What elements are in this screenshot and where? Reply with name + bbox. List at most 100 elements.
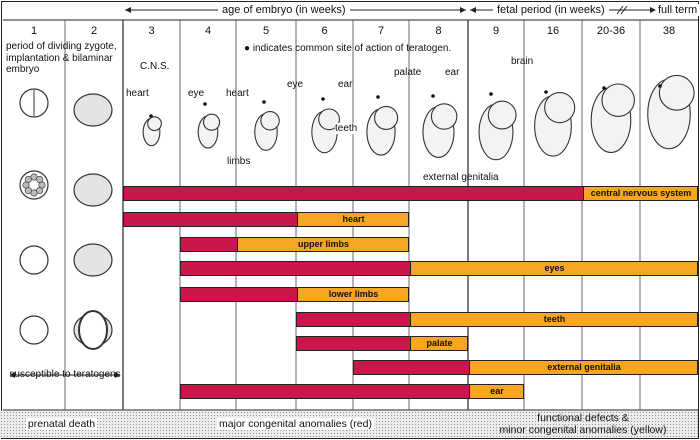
functional-line-2: minor congenital anomalies (yellow) [499,424,667,437]
label-eye-w4: eye [188,88,205,99]
label-cns: C.N.S. [140,61,170,72]
embryo-head-sketch [318,108,341,131]
embryo-head-sketch [487,100,517,130]
teratogen-site-dot [544,90,548,94]
break-mark-b [620,5,628,15]
bar-label: teeth [543,314,566,324]
label-heart-w3: heart [126,88,149,99]
embryo-head-sketch [203,113,221,131]
anomaly-bar: palate [296,336,468,351]
embryo-head-sketch [374,105,399,130]
susceptible-arrow-right [115,372,120,378]
week-number: 2 [90,25,98,37]
label-eye-w6: eye [287,79,304,90]
susceptible-label: susceptible to teratogens [9,369,121,380]
anomaly-bar: ear [180,384,524,399]
functional-line-1: functional defects & [537,412,629,424]
teratogen-site-dot [149,114,153,118]
blastocyst-sketch [19,245,49,275]
red-segment [124,187,583,200]
embryo-head-sketch [147,116,162,132]
yellow-segment [297,288,408,301]
week-number: 4 [204,25,212,37]
teratogen-site-dot [203,102,207,106]
label-brain: brain [511,56,534,67]
chorion-sketch [73,243,113,277]
susceptible-text: susceptible to teratogens [8,369,122,381]
week-number: 8 [435,25,442,37]
week-number: 7 [377,25,385,37]
prenatal-death-label: prenatal death [25,418,98,430]
fetal-arrow-head-right [650,7,656,13]
week-number: 3 [148,25,155,37]
teratogen-site-dot [602,86,606,90]
age-arrow-head-right [460,7,466,13]
red-segment [181,262,410,275]
yellow-segment [583,187,697,200]
label-external-genitalia: external genitalia [423,172,499,183]
bar-label: heart [342,214,365,224]
bar-label: central nervous system [590,188,692,198]
anomaly-bar: central nervous system [123,186,698,201]
yellow-segment [410,337,467,350]
teratogen-note: ● indicates common site of action of ter… [244,43,452,54]
teratogen-site-dot [489,92,493,96]
fetal-label: fetal period (in weeks) [493,4,609,17]
bottom-prenatal-cell: prenatal death [0,411,123,438]
yellow-segment [469,385,523,398]
teratogen-note-text: indicates common site of action of terat… [252,43,452,54]
week-number: 6 [321,25,328,37]
red-segment [181,288,297,301]
bar-label: external genitalia [547,362,621,372]
teratogen-site-dot [658,84,662,88]
major-anomalies-label: major congenital anomalies (red) [217,418,374,430]
yellow-segment [469,361,697,374]
age-label: age of embryo (in weeks) [218,4,350,17]
bar-label: eyes [544,263,565,273]
bottom-functional-cell: functional defects & minor congenital an… [468,411,698,438]
teratogen-site-dot [321,97,325,101]
red-segment [297,337,410,350]
red-segment [297,313,410,326]
yellow-segment [297,213,408,226]
bar-label: ear [490,386,504,396]
break-mark-a [616,5,624,15]
implantation-sketch [19,315,49,345]
week-number: 20-36 [596,25,626,37]
bottom-major-cell: major congenital anomalies (red) [123,411,468,438]
label-heart-w5: heart [226,88,249,99]
embryo-head-sketch [658,74,695,111]
susceptible-arrow-left [10,372,15,378]
morula-cell [36,175,44,183]
bar-label: upper limbs [297,239,349,249]
red-segment [354,361,469,374]
yellow-segment [410,313,697,326]
anomaly-bar: teeth [296,312,698,327]
week-number: 1 [30,25,38,37]
red-segment [124,213,297,226]
label-ear-w7: ear [338,79,353,90]
week-number: 9 [492,25,500,37]
full-term-label: full term [656,4,700,17]
red-segment [181,385,469,398]
fetal-arrow-head-left [470,7,476,13]
week-number: 16 [546,25,560,37]
implanted-embryo-sketch [73,173,113,207]
bar-label: palate [426,338,453,348]
red-segment [181,238,237,251]
week-number: 5 [262,25,270,37]
embryo-head-sketch [601,83,635,117]
teratogen-site-dot [376,95,380,99]
anomaly-bar: eyes [180,261,698,276]
teratogen-site-dot [262,100,266,104]
label-teeth: teeth [335,123,358,134]
label-palate: palate [394,67,422,78]
intro-text: period of dividing zygote, implantation … [6,41,117,75]
bar-label: lower limbs [328,289,379,299]
yellow-segment [410,262,697,275]
embryo-head-sketch [430,103,458,130]
embryo-head-sketch [260,111,280,131]
embryo-head-sketch [544,92,576,124]
